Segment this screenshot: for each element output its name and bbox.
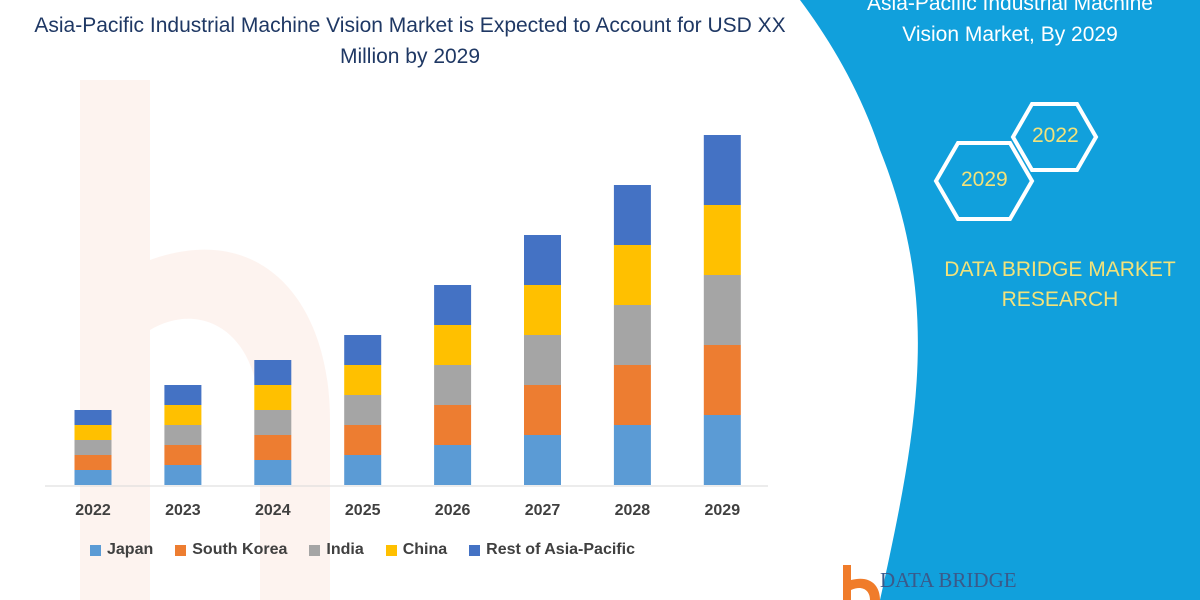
hex-label-2022: 2022 — [1032, 124, 1079, 147]
bar-segment-2028-south-korea — [613, 365, 651, 425]
bar-segment-2022-india — [74, 440, 112, 455]
bar-segment-2024-china — [254, 385, 292, 410]
bar-segment-2023-china — [164, 405, 202, 425]
x-tick-label: 2026 — [434, 502, 471, 519]
bar-segment-2025-south-korea — [344, 425, 382, 455]
bars — [74, 135, 741, 485]
brand-text: DATA BRIDGE MARKET RESEARCH — [944, 258, 1176, 311]
legend-label: Japan — [107, 541, 154, 558]
x-tick-label: 2024 — [255, 502, 291, 519]
x-tick-label: 2029 — [704, 502, 741, 519]
blue-side-panel — [800, 0, 1200, 600]
legend-item: Rest of Asia-Pacific — [469, 541, 635, 559]
bar-segment-2029-india — [703, 275, 741, 345]
legend-item: South Korea — [175, 541, 287, 559]
x-tick-label: 2022 — [75, 502, 111, 519]
bar-segment-2024-india — [254, 410, 292, 435]
logo-text: DATA BRIDGE — [880, 568, 1017, 592]
bar-segment-2025-india — [344, 395, 382, 425]
bar-segment-2022-south-korea — [74, 455, 112, 470]
logo-icon — [843, 565, 880, 600]
legend-swatch — [175, 544, 187, 556]
bar-segment-2022-rest-of-asia-pacific — [74, 410, 112, 425]
legend-swatch — [385, 544, 397, 556]
bar-segment-2027-china — [524, 285, 561, 335]
bar-segment-2029-japan — [703, 415, 741, 485]
x-tick-label: 2028 — [614, 502, 651, 519]
bar-segment-2023-south-korea — [164, 445, 202, 465]
bar-segment-2027-japan — [524, 435, 561, 485]
bar-segment-2022-china — [74, 425, 112, 440]
bar-segment-2026-china — [434, 325, 472, 365]
bar-segment-2029-south-korea — [703, 345, 741, 415]
bar-segment-2028-japan — [613, 425, 651, 485]
hexagon-2022 — [1010, 102, 1099, 172]
bar-segment-2022-japan — [74, 470, 112, 485]
bar-segment-2024-south-korea — [254, 435, 292, 460]
x-tick-label: 2027 — [524, 502, 561, 519]
bar-segment-2025-rest-of-asia-pacific — [344, 335, 382, 365]
bar-segment-2028-rest-of-asia-pacific — [613, 185, 651, 245]
chart-title: Asia-Pacific Industrial Machine Vision M… — [34, 14, 786, 68]
watermark — [80, 80, 330, 600]
bar-segment-2027-south-korea — [524, 385, 561, 435]
legend-swatch — [90, 544, 101, 556]
bar-segment-2023-rest-of-asia-pacific — [164, 385, 202, 405]
hexagon-2029 — [933, 141, 1035, 221]
bar-segment-2025-japan — [344, 455, 382, 485]
bar-segment-2024-rest-of-asia-pacific — [254, 360, 292, 385]
legend-swatch — [469, 544, 481, 556]
hex-label-2029: 2029 — [961, 168, 1008, 191]
bar-segment-2027-rest-of-asia-pacific — [524, 235, 561, 285]
legend-item: Japan — [90, 541, 153, 559]
bar-segment-2025-china — [344, 365, 382, 395]
legend-swatch — [309, 544, 321, 556]
legend-item: India — [309, 541, 364, 559]
bar-segment-2026-japan — [434, 445, 472, 485]
bar-segment-2024-japan — [254, 460, 292, 485]
bar-segment-2023-india — [164, 425, 202, 445]
legend-label: China — [402, 541, 448, 558]
bar-segment-2023-japan — [164, 465, 202, 485]
x-tick-label: 2023 — [165, 502, 201, 519]
bar-segment-2026-india — [434, 365, 472, 405]
bar-segment-2027-india — [524, 335, 561, 385]
legend: Japan South Korea India China Rest of Asia-P… — [90, 541, 635, 559]
bar-segment-2029-rest-of-asia-pacific — [703, 135, 741, 205]
legend-label: South Korea — [192, 541, 288, 558]
bar-segment-2028-china — [613, 245, 651, 305]
bar-segment-2026-rest-of-asia-pacific — [434, 285, 472, 325]
bar-segment-2029-china — [703, 205, 741, 275]
bar-segment-2028-india — [613, 305, 651, 365]
side-panel-title: Asia-Pacific Industrial Machine Vision M… — [867, 0, 1153, 46]
bar-segment-2026-south-korea — [434, 405, 472, 445]
legend-label: India — [326, 541, 364, 558]
legend-item: China — [385, 541, 448, 559]
legend-label: Rest of Asia-Pacific — [486, 541, 635, 558]
x-tick-label: 2025 — [344, 502, 381, 519]
